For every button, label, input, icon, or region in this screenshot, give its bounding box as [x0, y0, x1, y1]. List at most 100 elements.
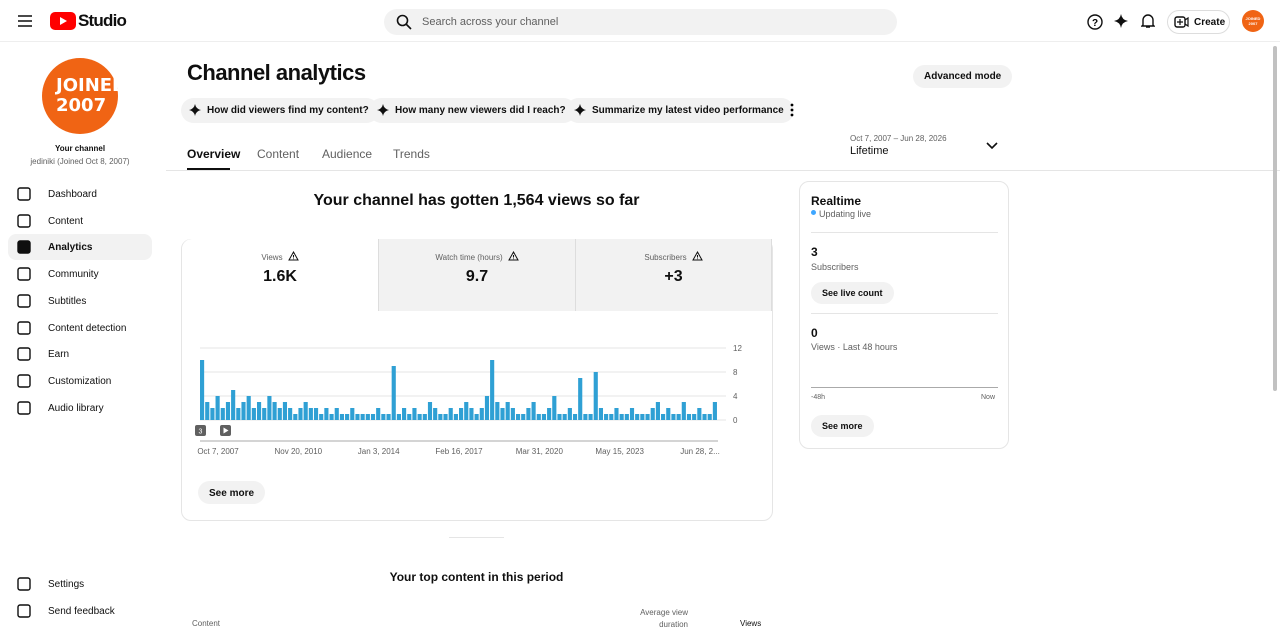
bar — [448, 408, 453, 420]
bar — [412, 408, 417, 420]
icon-shape — [17, 603, 31, 618]
bar — [547, 408, 552, 420]
nav-label: Community — [48, 269, 99, 281]
live-count-button[interactable]: See live count — [811, 282, 894, 304]
bar — [505, 402, 510, 420]
bar — [459, 408, 464, 420]
date-range[interactable]: Oct 7, 2007 – Jun 28, 2026 — [850, 134, 947, 143]
tab[interactable]: Content — [257, 147, 300, 161]
sparkle-icon[interactable] — [1114, 14, 1128, 28]
search-icon — [396, 14, 412, 30]
bar — [433, 408, 438, 420]
bar — [552, 396, 557, 420]
realtime-title: Realtime — [811, 194, 862, 208]
tab[interactable]: Audience — [322, 147, 373, 161]
metric-label: Subscribers — [644, 253, 687, 262]
nav-item[interactable]: Community — [8, 261, 152, 287]
see-more-button[interactable]: See more — [198, 481, 266, 504]
create-label: Create — [1194, 17, 1226, 28]
nav-label: Content — [48, 215, 84, 227]
bar — [246, 396, 251, 420]
bar — [604, 414, 609, 420]
account-avatar[interactable]: JOINED 2007 — [1242, 10, 1264, 32]
nav-icon — [17, 294, 31, 308]
tab[interactable]: Overview — [187, 147, 241, 161]
bar — [624, 414, 629, 420]
help-icon[interactable]: ? — [1087, 14, 1103, 30]
prompt-chip[interactable]: Summarize my latest video performance — [566, 98, 794, 123]
bar — [334, 408, 339, 420]
bar — [402, 408, 407, 420]
prompt-text: Summarize my latest video performance — [592, 105, 784, 116]
nav-item[interactable]: Send feedback — [8, 598, 152, 624]
metric-tab[interactable]: Views 1.6K — [182, 239, 379, 311]
realtime-see-more[interactable]: See more — [811, 415, 874, 437]
nav-icon — [17, 213, 31, 228]
top-content-title: Your top content in this period — [389, 570, 564, 584]
bar — [288, 408, 293, 420]
bar — [407, 414, 412, 420]
search-placeholder: Search across your channel — [422, 16, 559, 28]
icon-shape — [17, 213, 31, 228]
nav-item[interactable]: Content — [8, 208, 152, 234]
nav-item[interactable]: Dashboard — [8, 181, 152, 207]
warning-icon — [507, 250, 519, 261]
bar — [355, 414, 360, 420]
sparkle-icon — [377, 104, 389, 116]
bar — [609, 414, 614, 420]
nav-item[interactable]: Customization — [8, 368, 152, 394]
bell-icon[interactable] — [1141, 13, 1155, 29]
bar — [526, 408, 531, 420]
tab[interactable]: Trends — [393, 147, 430, 161]
bar — [707, 414, 712, 420]
sparkle — [377, 104, 389, 116]
bar — [319, 414, 324, 420]
menu-icon[interactable] — [18, 15, 32, 27]
badge: 3 — [199, 429, 203, 436]
bar — [645, 414, 650, 420]
bar — [588, 414, 593, 420]
bar — [593, 372, 598, 420]
play-icon — [223, 427, 229, 434]
bar — [676, 414, 681, 420]
nav-item[interactable]: Audio library — [8, 395, 152, 421]
sparkle-icon — [189, 104, 201, 116]
bar — [298, 408, 303, 420]
sparkle — [574, 104, 586, 116]
metric-tab[interactable]: Watch time (hours) 9.7 — [379, 239, 576, 311]
realtime-subscribers: 3 — [811, 245, 818, 259]
bar — [464, 402, 469, 420]
metric-label: Views — [261, 253, 283, 262]
views-chart: 0 4 8 12 3 Oct 7, 2007 Nov 20, 2010 Jan 3, 2014… — [195, 344, 742, 456]
advanced-mode-button[interactable]: Advanced mode — [913, 65, 1013, 88]
axis-end: Now — [981, 394, 996, 401]
nav-item[interactable]: Analytics — [8, 234, 152, 261]
channel-avatar[interactable]: JOINED 2007 — [42, 58, 127, 134]
create-button[interactable]: Create — [1167, 10, 1230, 34]
nav-item[interactable]: Earn — [8, 341, 152, 367]
prompt-chip[interactable]: How many new viewers did I reach? — [369, 98, 576, 123]
bar — [557, 414, 562, 420]
nav-item[interactable]: Settings — [8, 571, 152, 597]
live-dot — [811, 210, 816, 215]
metric-tab[interactable]: Subscribers +3 — [576, 239, 772, 311]
prompt-chip[interactable]: How did viewers find my content? — [181, 98, 379, 123]
channel-label: Your channel — [54, 144, 106, 153]
dropdown-icon[interactable] — [986, 142, 998, 150]
icon-shape — [17, 374, 31, 388]
nav-icon — [17, 347, 31, 361]
bar — [329, 414, 334, 420]
bar — [474, 414, 479, 420]
metric-label: Watch time (hours) — [435, 253, 503, 262]
search-box[interactable]: Search across your channel — [384, 9, 897, 35]
nav-item[interactable]: Subtitles — [8, 288, 152, 314]
logo-text[interactable]: Studio — [78, 11, 127, 30]
nav-item[interactable]: Content detection — [8, 315, 152, 341]
more-icon[interactable] — [788, 102, 796, 118]
period[interactable]: Lifetime — [850, 145, 889, 157]
warning — [691, 250, 703, 261]
axis-start: -48h — [811, 394, 826, 401]
bar — [396, 414, 401, 420]
y-tick-label: 4 — [733, 392, 738, 401]
bar — [256, 402, 262, 420]
